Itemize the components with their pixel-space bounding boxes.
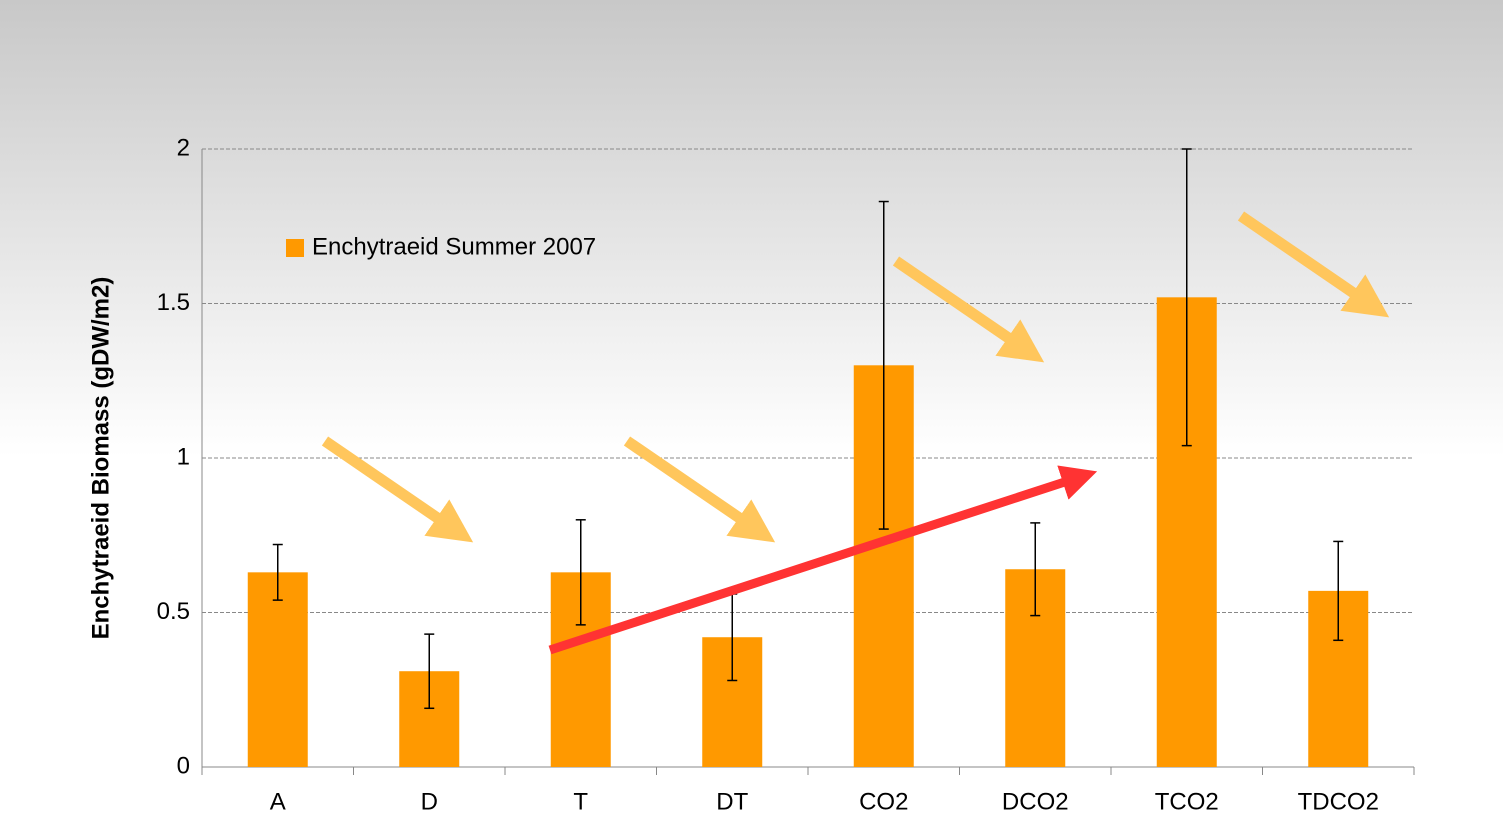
y-tick-label: 1.5	[157, 289, 190, 316]
error-bar	[1181, 148, 1192, 447]
arrow	[892, 256, 1045, 363]
y-tick-label: 0.5	[157, 598, 190, 625]
arrow	[1237, 211, 1390, 318]
arrow	[321, 436, 474, 543]
x-tick-label: A	[270, 788, 286, 815]
bar	[247, 572, 308, 767]
x-tick-label: DT	[716, 788, 748, 815]
y-axis-label: Enchytraeid Biomass (gDW/m2)	[87, 277, 114, 640]
y-tick-label: 1	[177, 443, 190, 470]
error-bar	[424, 633, 435, 710]
x-tick-label: DCO2	[1002, 788, 1069, 815]
legend-swatch	[286, 239, 304, 257]
x-tick-label: TCO2	[1155, 788, 1219, 815]
legend-label: Enchytraeid Summer 2007	[312, 233, 596, 260]
annotation-arrows	[321, 211, 1390, 655]
error-bar	[1333, 540, 1344, 642]
trend-arrow	[548, 465, 1098, 655]
error-bar	[1030, 522, 1041, 617]
x-tick-label: T	[573, 788, 588, 815]
y-tick-label: 2	[177, 134, 190, 161]
x-tick-label: TDCO2	[1298, 788, 1379, 815]
error-bar	[272, 543, 283, 601]
error-bar	[575, 519, 586, 626]
y-tick-label: 0	[177, 752, 190, 779]
arrow	[623, 436, 776, 543]
error-bar	[878, 200, 889, 530]
x-tick-label: D	[421, 788, 438, 815]
x-tick-label: CO2	[859, 788, 908, 815]
